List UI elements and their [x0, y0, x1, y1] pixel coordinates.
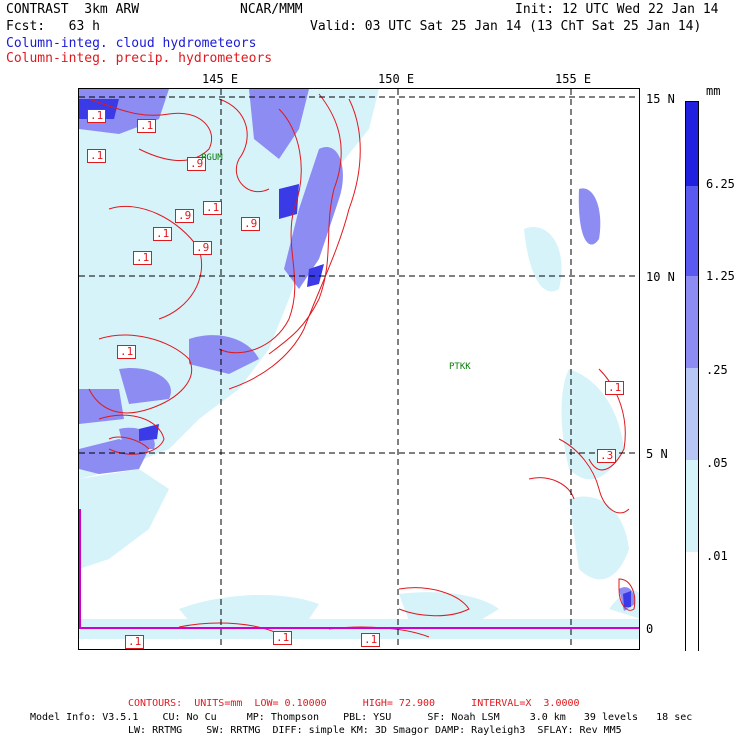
- contour-label: .1: [203, 201, 223, 215]
- contour-label: .1: [87, 149, 107, 163]
- colorbar-segment: [686, 368, 698, 460]
- contour-label: .1: [133, 251, 153, 265]
- field-cloud-label: Column-integ. cloud hydrometeors: [6, 36, 257, 51]
- contour-label: .3: [597, 449, 617, 463]
- forecast-hour: Fcst: 63 h: [6, 19, 100, 34]
- colorbar-label: 1.25: [706, 269, 735, 283]
- colorbar-segment: [686, 460, 698, 552]
- colorbar-units: mm: [706, 84, 721, 98]
- station-ptkk: PTKK: [449, 362, 471, 372]
- colorbar-segment: [686, 552, 698, 652]
- model-info-line1: Model Info: V3.5.1 CU: No Cu MP: Thompso…: [30, 712, 693, 723]
- colorbar-segment: [686, 186, 698, 276]
- contour-label: .1: [273, 631, 293, 645]
- colorbar-label: 6.25: [706, 177, 735, 191]
- map-canvas: [79, 89, 639, 649]
- lon-label-150: 150 E: [378, 72, 415, 86]
- precip-contours: [88, 93, 636, 638]
- colorbar-segment: [686, 102, 698, 186]
- contour-info: CONTOURS: UNITS=mm LOW= 0.10000 HIGH= 72…: [128, 698, 580, 709]
- contour-label: .1: [125, 635, 145, 649]
- contour-label: .1: [605, 381, 625, 395]
- contour-label: .1: [117, 345, 137, 359]
- colorbar-label: .05: [706, 456, 728, 470]
- model-title: CONTRAST 3km ARW: [6, 2, 140, 17]
- colorbar-segment: [686, 276, 698, 368]
- station-pgum: PGUM: [201, 153, 223, 163]
- lat-label-10n: 10 N: [646, 270, 675, 284]
- lon-label-145: 145 E: [202, 72, 239, 86]
- contour-label: .9: [241, 217, 261, 231]
- contour-label: .9: [175, 209, 195, 223]
- colorbar-label: .25: [706, 363, 728, 377]
- colorbar-label: .01: [706, 549, 728, 563]
- contour-label: .9: [193, 241, 213, 255]
- lon-label-155: 155 E: [555, 72, 592, 86]
- valid-time: Valid: 03 UTC Sat 25 Jan 14 (13 ChT Sat …: [310, 19, 702, 34]
- map-panel: .1 .1 .1 .9 .1 .9 .9 .1 .1 .9 .1 .1 .3 .…: [78, 88, 640, 650]
- colorbar: [685, 101, 699, 652]
- lat-label-equator: 0: [646, 622, 654, 636]
- cloud-light-field: [79, 89, 639, 639]
- grid-lines: [79, 89, 639, 649]
- contour-label: .1: [87, 109, 107, 123]
- cloud-mid-field: [79, 89, 635, 611]
- model-info-line2: LW: RRTMG SW: RRTMG DIFF: simple KM: 3D …: [128, 725, 622, 736]
- contour-label: .1: [153, 227, 173, 241]
- contour-label: .9: [187, 157, 207, 171]
- contour-label: .1: [137, 119, 157, 133]
- contour-label: .1: [361, 633, 381, 647]
- init-time: Init: 12 UTC Wed 22 Jan 14: [515, 2, 719, 17]
- center-label: NCAR/MMM: [240, 2, 303, 17]
- field-precip-label: Column-integ. precip. hydrometeors: [6, 51, 273, 66]
- lat-label-5n: 5 N: [646, 447, 668, 461]
- lat-label-15n: 15 N: [646, 92, 675, 106]
